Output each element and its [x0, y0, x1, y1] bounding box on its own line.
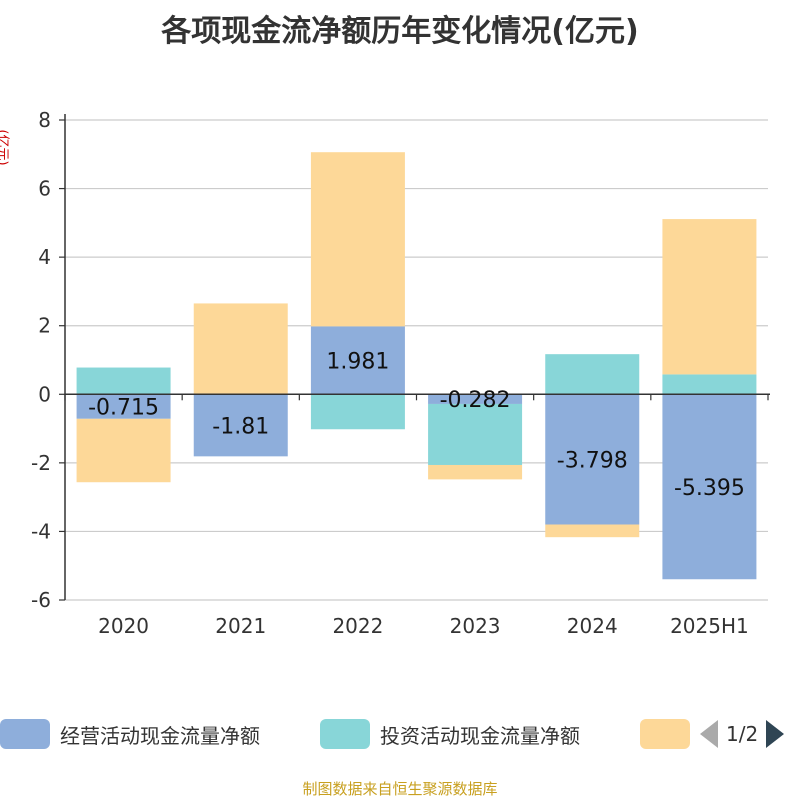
- bar-series-1: [310, 394, 405, 430]
- bar-series-0: [76, 394, 171, 419]
- bar-series-0: [662, 394, 757, 580]
- pager-prev-icon[interactable]: [700, 720, 718, 748]
- x-tick-label: 2023: [450, 614, 501, 638]
- legend-label-operating: 经营活动现金流量净额: [60, 723, 260, 748]
- legend-label-investing: 投资活动现金流量净额: [380, 723, 580, 748]
- chart-title: 各项现金流净额历年变化情况(亿元): [161, 14, 639, 49]
- legend-item-operating[interactable]: 经营活动现金流量净额: [0, 718, 260, 750]
- bar-data-label: -5.395: [674, 476, 745, 501]
- y-tick-label: 6: [38, 177, 51, 201]
- y-tick-label: 4: [38, 245, 51, 269]
- chart-plot: 8 6 4 2 0 -2 -4 -6 2020 2021 2022 2023 2024 2025H1 -0…: [31, 108, 770, 638]
- bar-series-2: [545, 524, 640, 538]
- x-tick-label: 2024: [567, 614, 618, 638]
- source-note: 制图数据来自恒生聚源数据库: [302, 780, 498, 798]
- bar-series-2: [310, 152, 405, 327]
- x-tick-label: 2022: [332, 614, 383, 638]
- y-tick-label: 8: [38, 108, 51, 132]
- bar-series-0: [193, 394, 288, 457]
- y-tick-label: -2: [31, 451, 51, 475]
- axes: 8 6 4 2 0 -2 -4 -6 2020 2021 2022 2023 2024 2025H1: [31, 108, 770, 638]
- pager-next-icon[interactable]: [766, 720, 785, 748]
- bar-series-0: [310, 326, 405, 395]
- bar-series-2: [662, 219, 757, 375]
- y-tick-label: 0: [38, 382, 51, 406]
- y-tick-label: 2: [38, 314, 51, 338]
- legend-swatch-operating: [0, 719, 50, 749]
- bar-data-label: -1.81: [212, 414, 269, 439]
- bar-series-2: [428, 464, 523, 480]
- pager-text: 1/2: [726, 722, 759, 746]
- bar-data-label: -0.282: [440, 388, 511, 413]
- legend-swatch-investing: [320, 719, 370, 749]
- legend-item-investing[interactable]: 投资活动现金流量净额: [320, 718, 580, 750]
- grid-lines: [65, 119, 768, 601]
- legend-swatch-third: [640, 719, 690, 749]
- legend: 经营活动现金流量净额 投资活动现金流量净额 1/2: [0, 712, 800, 756]
- y-tick-label: -6: [31, 588, 51, 612]
- bar-series-0: [545, 394, 640, 525]
- bar-series-2: [76, 418, 171, 483]
- data-labels: -0.715 -1.81 1.981 -0.282 -3.798 -5.395: [88, 349, 745, 500]
- bar-series-0: [428, 394, 523, 404]
- y-tick-label: -4: [31, 519, 51, 543]
- bar-series-1: [76, 367, 171, 395]
- bar-series-1: [662, 374, 757, 395]
- bar-series-1: [428, 403, 523, 465]
- bar-data-label: -0.715: [88, 396, 159, 421]
- bar-series-2: [193, 303, 288, 395]
- legend-item-third[interactable]: [640, 718, 690, 750]
- bar-series-1: [545, 354, 640, 395]
- bars: [76, 152, 757, 580]
- x-tick-label: 2020: [98, 614, 149, 638]
- bar-data-label: -3.798: [557, 448, 628, 473]
- bar-data-label: 1.981: [326, 349, 389, 374]
- x-tick-label: 2021: [215, 614, 266, 638]
- legend-pager: 1/2: [700, 718, 785, 750]
- x-tick-label: 2025H1: [670, 614, 749, 638]
